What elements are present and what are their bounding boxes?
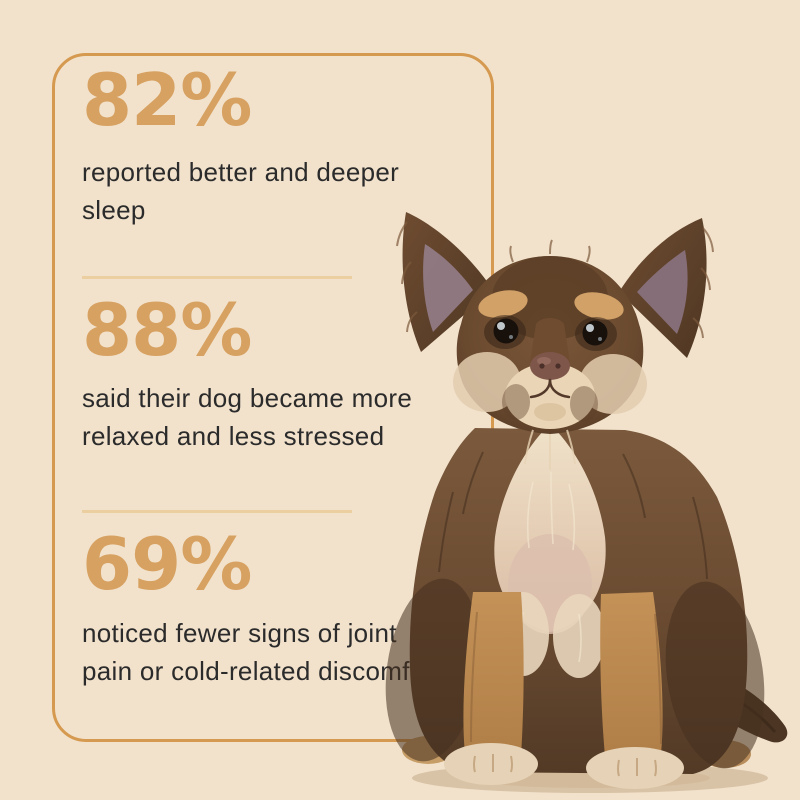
dog-paws <box>444 743 684 789</box>
dog-neck-fluff <box>524 429 576 470</box>
dog-muzzle <box>505 363 595 429</box>
stat-3-description: noticed fewer signs of joint pain or col… <box>82 618 442 686</box>
dog-mouth <box>529 378 571 399</box>
dog-head <box>453 239 647 434</box>
stat-2-description: said their dog became more relaxed and l… <box>82 383 413 451</box>
dog-right-ear <box>619 218 714 358</box>
stat-1-percentage: 82% <box>82 58 252 142</box>
dog-front-legs <box>463 592 663 756</box>
stat-2-percentage: 88% <box>82 288 252 372</box>
dog-left-ear <box>396 212 493 352</box>
stat-3-percentage: 69% <box>82 522 252 606</box>
dog-left-eyebrow <box>478 290 528 318</box>
dog-nose <box>530 352 570 380</box>
section-divider-2 <box>82 510 352 513</box>
section-divider-1 <box>82 276 352 279</box>
chihuahua-puppy-image <box>385 212 788 793</box>
dog-right-eyebrow <box>574 292 624 320</box>
stat-1-description: reported better and deeper sleep <box>82 157 400 225</box>
dog-fur-strokes <box>438 451 708 580</box>
dog-eyes <box>493 318 608 346</box>
